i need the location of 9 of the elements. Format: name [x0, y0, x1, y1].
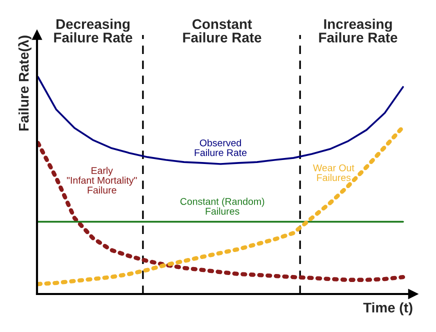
series-label: Early "Infant Mortality" Failure	[66, 166, 137, 194]
text: Decreasing Failure Rate	[54, 18, 132, 42]
series-label: Wear Out Failures	[312, 164, 354, 182]
x-axis-title: Time (t)	[363, 302, 412, 316]
text: Increasing Failure Rate	[319, 18, 398, 42]
text: Constant Failure Rate	[183, 19, 262, 42]
series-label: Observed Failure Rate	[194, 139, 247, 156]
y-axis-title: Failure Rate(λ)	[18, 36, 32, 131]
series-label: Constant (Random) Failures	[180, 198, 264, 215]
